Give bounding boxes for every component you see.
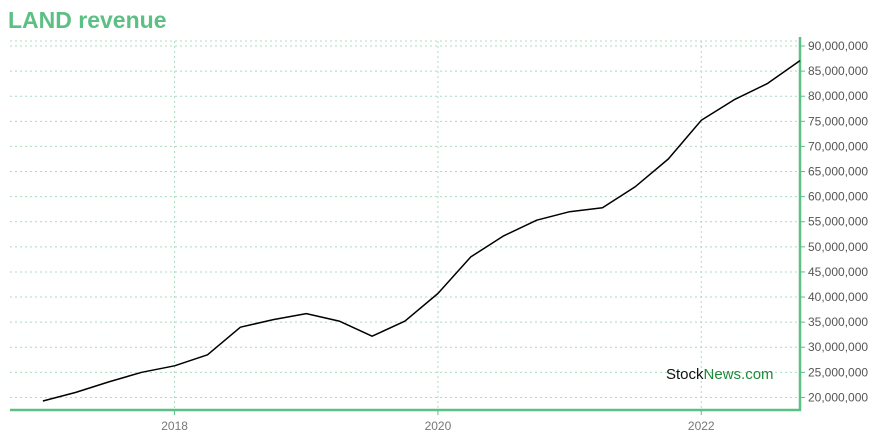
x-tick-label: 2020 [425, 419, 452, 433]
y-tick-label: 45,000,000 [808, 265, 868, 279]
y-tick-label: 20,000,000 [808, 390, 868, 404]
y-tick-label: 75,000,000 [808, 114, 868, 128]
watermark-stock: Stock [666, 366, 704, 383]
y-tick-label: 60,000,000 [808, 190, 868, 204]
y-tick-label: 85,000,000 [808, 64, 868, 78]
y-tick-label: 70,000,000 [808, 139, 868, 153]
x-tick-label: 2018 [161, 419, 188, 433]
y-tick-label: 25,000,000 [808, 365, 868, 379]
x-tick-label: 2022 [688, 419, 715, 433]
y-axis-ticks: 20,000,000 25,000,000 30,000,000 35,000,000… [800, 39, 868, 404]
chart-title: LAND revenue [8, 7, 167, 33]
axes [10, 37, 802, 412]
y-tick-label: 65,000,000 [808, 165, 868, 179]
watermark-news: News.com [704, 366, 774, 383]
y-tick-label: 50,000,000 [808, 240, 868, 254]
y-tick-label: 80,000,000 [808, 89, 868, 103]
y-tick-label: 40,000,000 [808, 290, 868, 304]
y-tick-label: 35,000,000 [808, 315, 868, 329]
y-tick-label: 30,000,000 [808, 340, 868, 354]
grid-lines [10, 40, 800, 410]
y-tick-label: 55,000,000 [808, 215, 868, 229]
y-tick-label: 90,000,000 [808, 39, 868, 53]
x-axis-ticks: 2018 2020 2022 [161, 410, 715, 433]
revenue-line [42, 59, 801, 402]
series-group [42, 59, 801, 402]
watermark: StockNews.com [666, 366, 774, 383]
